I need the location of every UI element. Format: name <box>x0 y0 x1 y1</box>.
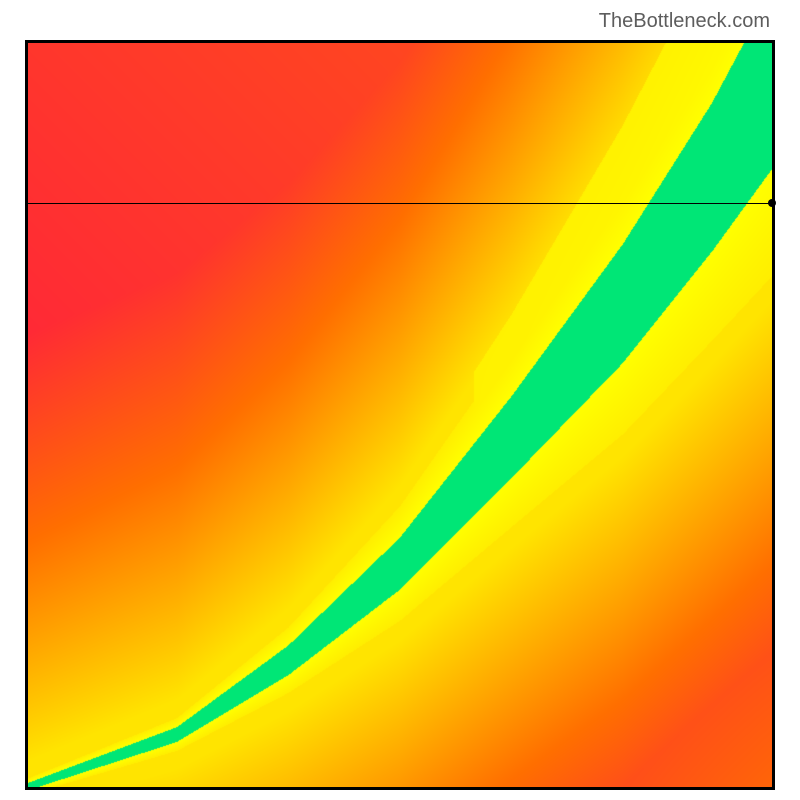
marker-dot <box>768 199 776 207</box>
watermark-text: TheBottleneck.com <box>599 10 770 33</box>
marker-horizontal-line <box>28 203 772 204</box>
heatmap-chart <box>25 40 775 790</box>
heatmap-canvas <box>28 43 772 787</box>
